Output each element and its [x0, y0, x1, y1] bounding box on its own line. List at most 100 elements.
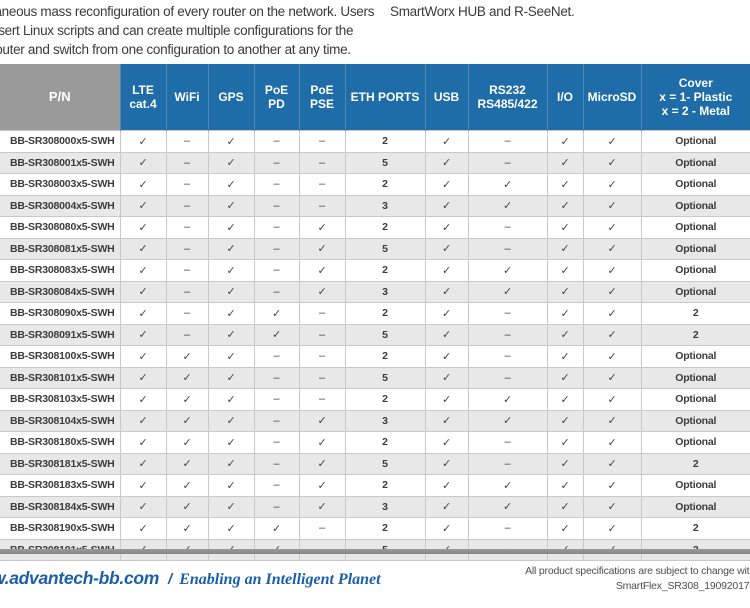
table-row: BB-SR308084x5-SWH ✓ – ✓ – ✓ 3 ✓ ✓ ✓ ✓ Optional — [0, 280, 750, 303]
footer-separator: / — [168, 571, 173, 588]
spec-cell: Optional — [640, 495, 750, 518]
spec-cell: ✓ — [546, 474, 584, 497]
spec-cell: ✓ — [207, 216, 255, 239]
spec-cell: – — [253, 388, 300, 411]
spec-cell: 2 — [344, 259, 426, 282]
spec-cell: ✓ — [582, 495, 642, 518]
spec-cell: ✓ — [298, 474, 346, 497]
col-header-gps: GPS — [207, 64, 254, 131]
spec-cell: – — [165, 237, 209, 260]
spec-cell: ✓ — [582, 130, 642, 153]
table-row: BB-SR308103x5-SWH ✓ ✓ ✓ – –2 ✓ ✓ ✓ ✓ Optional — [0, 388, 750, 411]
footer-note: All product specifications are subject t… — [525, 564, 750, 594]
spec-cell: ✓ — [467, 173, 548, 196]
spec-cell: ✓ — [424, 409, 469, 432]
table-row: BB-SR308001x5-SWH ✓ – ✓ – –5 ✓ – ✓ ✓ Optional — [0, 151, 750, 174]
spec-cell: ✓ — [165, 409, 209, 432]
spec-cell: – — [253, 216, 300, 239]
spec-cell: ✓ — [207, 130, 255, 153]
spec-cell: 2 — [344, 173, 426, 196]
spec-cell: ✓ — [582, 237, 642, 260]
table-row: BB-SR308180x5-SWH ✓ ✓ ✓ – ✓ 2 ✓ – ✓ ✓ Optional — [0, 431, 750, 454]
spec-cell: ✓ — [207, 237, 255, 260]
spec-cell: – — [165, 194, 209, 217]
spec-cell: 5 — [344, 323, 426, 346]
spec-cell: ✓ — [207, 474, 255, 497]
spec-cell: ✓ — [424, 302, 469, 325]
spec-cell: ✓ — [546, 173, 584, 196]
pn-cell: BB-SR308003x5-SWH — [0, 173, 121, 196]
spec-cell: ✓ — [165, 495, 209, 518]
table-row: BB-SR308090x5-SWH ✓ – ✓ ✓ –2 ✓ – ✓ ✓ 2 — [0, 302, 750, 325]
spec-cell: ✓ — [119, 452, 167, 475]
spec-cell: ✓ — [546, 280, 584, 303]
spec-cell: – — [165, 323, 209, 346]
spec-cell: ✓ — [546, 216, 584, 239]
spec-cell: ✓ — [119, 173, 167, 196]
col-header-rs232: RS232 RS485/422 — [467, 64, 547, 131]
spec-cell: – — [253, 280, 300, 303]
spec-cell: – — [165, 130, 209, 153]
spec-cell: 2 — [640, 302, 750, 325]
spec-cell: – — [467, 237, 548, 260]
spec-cell: ✓ — [467, 388, 548, 411]
spec-cell: ✓ — [424, 151, 469, 174]
spec-cell: ✓ — [546, 409, 584, 432]
pn-cell: BB-SR308083x5-SWH — [0, 259, 121, 282]
spec-cell: ✓ — [298, 431, 346, 454]
pn-cell: BB-SR308181x5-SWH — [0, 452, 121, 475]
spec-cell: 2 — [344, 388, 426, 411]
spec-cell: ✓ — [298, 409, 346, 432]
spec-cell: ✓ — [119, 194, 167, 217]
spec-cell: ✓ — [165, 345, 209, 368]
spec-cell: ✓ — [253, 323, 300, 346]
table-row: BB-SR308003x5-SWH ✓ – ✓ – –2 ✓ ✓ ✓ ✓ Optional — [0, 173, 750, 196]
spec-cell: ✓ — [582, 302, 642, 325]
spec-cell: ✓ — [165, 431, 209, 454]
spec-cell: – — [298, 173, 346, 196]
spec-cell: – — [165, 216, 209, 239]
spec-cell: 5 — [344, 452, 426, 475]
spec-table-header: P/N LTE cat.4 WiFi GPS PoE PD PoE PSE ET… — [0, 64, 750, 131]
pn-cell: BB-SR308001x5-SWH — [0, 151, 121, 174]
spec-cell: Optional — [640, 259, 750, 282]
spec-cell: – — [298, 194, 346, 217]
spec-cell: ✓ — [546, 302, 584, 325]
footer-doc-code: SmartFlex_SR308_19092017d — [615, 580, 750, 592]
col-header-microsd: MicroSD — [582, 64, 641, 131]
spec-cell: ✓ — [207, 259, 255, 282]
spec-cell: ✓ — [119, 431, 167, 454]
spec-cell: 2 — [640, 517, 750, 540]
spec-cell: – — [253, 452, 300, 475]
spec-cell: ✓ — [207, 495, 255, 518]
pn-cell: BB-SR308084x5-SWH — [0, 280, 121, 303]
spec-cell: ✓ — [207, 366, 255, 389]
spec-cell: ✓ — [582, 280, 642, 303]
pn-cell: BB-SR308183x5-SWH — [0, 474, 121, 497]
spec-cell: ✓ — [582, 388, 642, 411]
spec-cell: – — [467, 323, 548, 346]
pn-cell: BB-SR308100x5-SWH — [0, 345, 121, 368]
spec-cell: ✓ — [582, 151, 642, 174]
spec-cell: ✓ — [298, 452, 346, 475]
col-header-poe-pd: PoE PD — [253, 64, 299, 131]
spec-cell: ✓ — [582, 345, 642, 368]
spec-cell: ✓ — [582, 431, 642, 454]
spec-cell: ✓ — [298, 259, 346, 282]
spec-cell: ✓ — [424, 130, 469, 153]
table-row: BB-SR308000x5-SWH ✓ – ✓ – –2 ✓ – ✓ ✓ Optional — [0, 130, 750, 153]
intro-left-column: taneous mass reconfiguration of every ro… — [0, 2, 391, 59]
spec-cell: – — [253, 345, 300, 368]
spec-cell: – — [165, 280, 209, 303]
spec-cell: ✓ — [424, 388, 469, 411]
spec-cell: 5 — [344, 151, 426, 174]
spec-cell: Optional — [640, 409, 750, 432]
spec-cell: – — [467, 345, 548, 368]
spec-cell: ✓ — [546, 431, 584, 454]
spec-cell: ✓ — [424, 517, 469, 540]
table-row: BB-SR308183x5-SWH ✓ ✓ ✓ – ✓ 2 ✓ ✓ ✓ ✓ Optional — [0, 474, 750, 497]
table-row: BB-SR308190x5-SWH ✓ ✓ ✓ ✓ –2 ✓ – ✓ ✓ 2 — [0, 517, 750, 540]
spec-cell: ✓ — [424, 452, 469, 475]
spec-cell: ✓ — [467, 474, 548, 497]
footer-tagline: Enabling an Intelligent Planet — [179, 571, 381, 588]
